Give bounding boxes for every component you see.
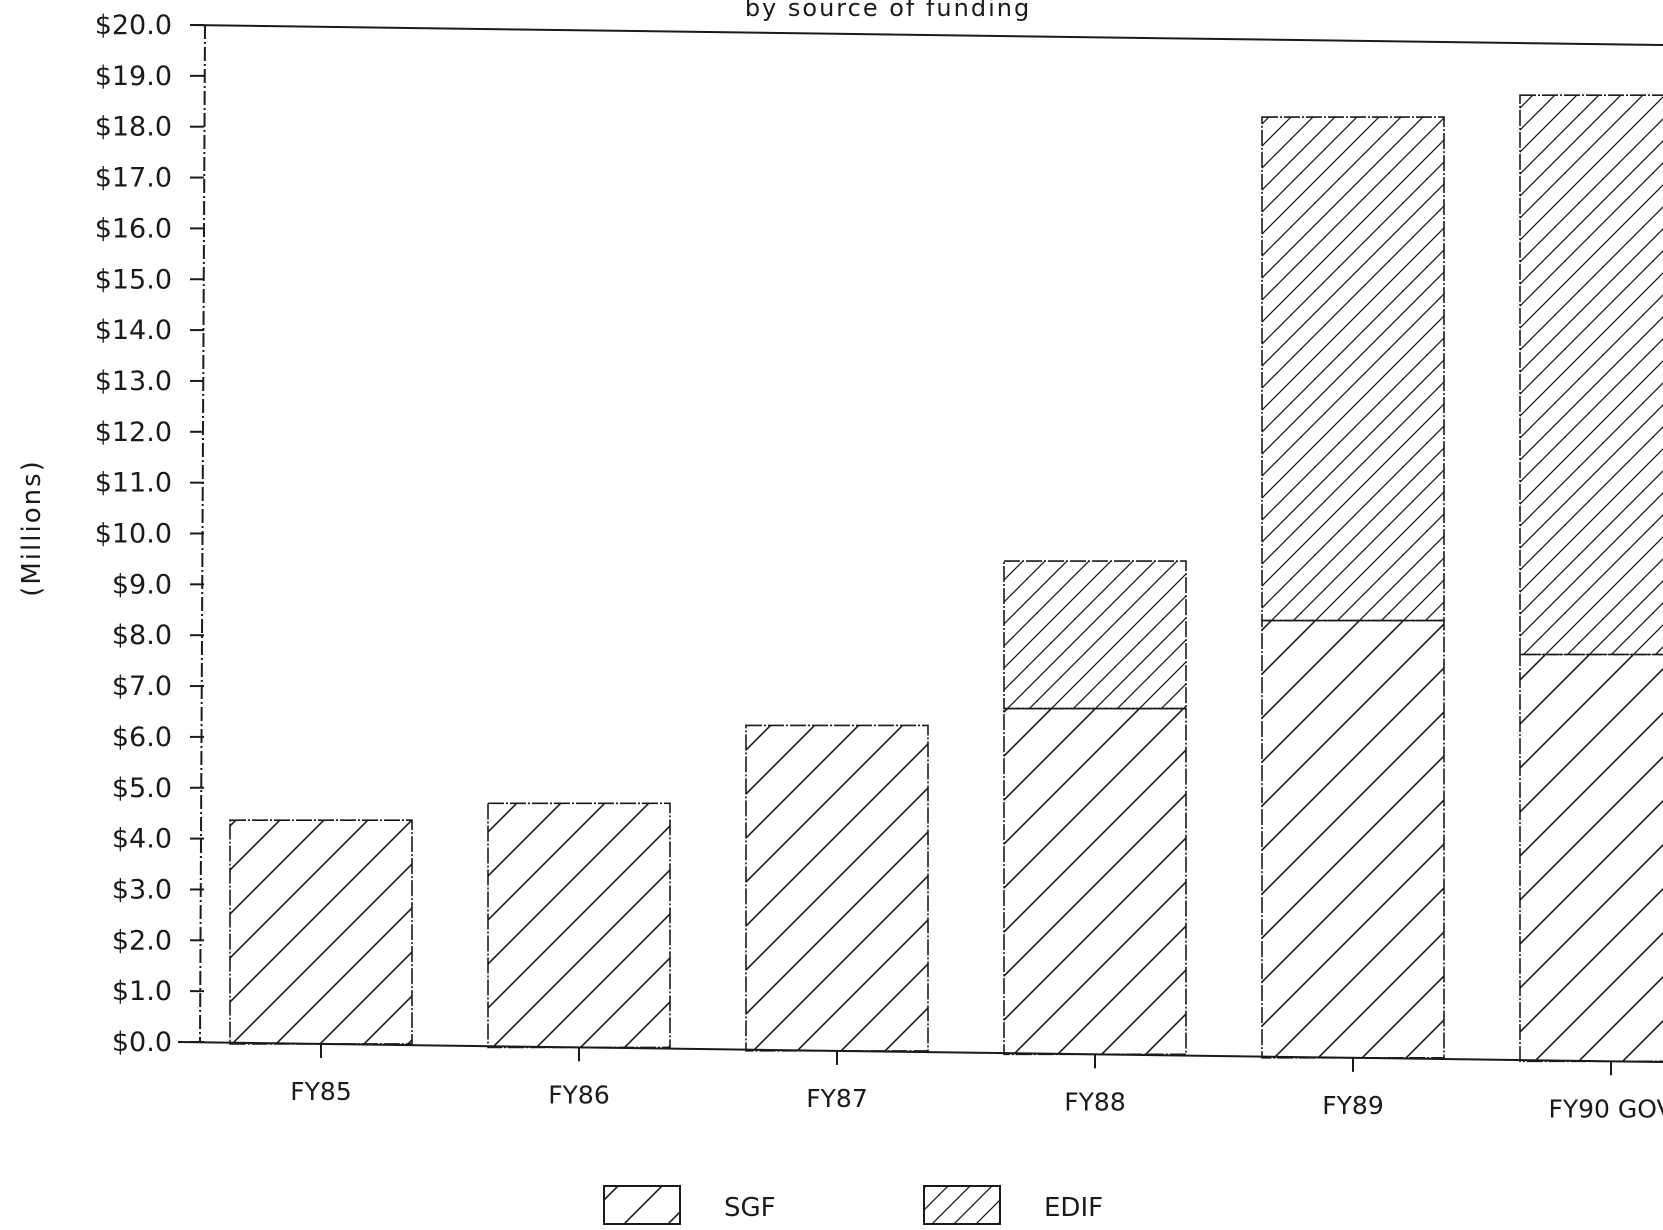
bar-sgf-fy88 [1003,707,1187,1056]
top-border-line [189,24,1663,46]
y-tick-label: $12.0 [95,417,172,448]
y-tick-label: $13.0 [95,366,172,397]
bar-group [229,94,1663,1063]
x-axis-line [177,1041,1663,1063]
y-tick-label: $2.0 [112,925,172,956]
chart-title: by source of funding [745,0,1031,22]
legend: SGF EDIF [603,1185,1103,1225]
y-tick-label: $18.0 [95,112,172,143]
legend-swatch-sgf [603,1185,681,1225]
y-tick-label: $14.0 [95,315,172,346]
x-tick-label: FY90 GOV [1548,1094,1663,1123]
bar-sgf-fy86 [487,802,671,1049]
y-tick-label: $11.0 [95,468,172,499]
legend-swatch-edif [923,1185,1001,1225]
x-tick-label: FY87 [806,1084,867,1113]
y-tick-label: $8.0 [112,620,172,651]
x-tick-label: FY86 [548,1080,609,1109]
y-tick-label: $9.0 [112,569,172,600]
x-tick-label: FY89 [1322,1091,1383,1120]
y-tick-label: $16.0 [95,213,172,244]
y-axis-ticks: $0.0 $1.0 $2.0 $3.0 $4.0 $5.0 $6.0 $7.0 $8.0 $9.0… [95,10,204,1058]
bar-edif-fy89 [1261,116,1445,622]
y-tick-label: $20.0 [95,10,172,41]
y-tick-label: $0.0 [112,1027,172,1058]
y-tick-label: $1.0 [112,976,172,1007]
y-tick-label: $19.0 [95,61,172,92]
x-tick-label: FY88 [1064,1087,1125,1116]
y-tick-label: $5.0 [112,773,172,804]
y-axis-label: (Millions) [17,459,47,597]
y-tick-label: $4.0 [112,824,172,855]
y-tick-label: $3.0 [112,874,172,905]
bar-sgf-fy90-gov [1519,653,1663,1063]
y-tick-label: $17.0 [95,163,172,194]
bar-sgf-fy87 [745,724,929,1052]
bar-edif-fy90-gov [1519,94,1663,656]
bar-edif-fy88 [1003,560,1187,710]
bar-sgf-fy85 [229,819,413,1045]
y-tick-label: $15.0 [95,264,172,295]
y-tick-label: $6.0 [112,722,172,753]
legend-label-edif: EDIF [1044,1193,1103,1223]
y-tick-label: $7.0 [112,671,172,702]
bar-sgf-fy89 [1261,619,1445,1059]
x-axis-tick-labels: FY85 FY86 FY87 FY88 FY89 FY90 GOV [290,1043,1663,1123]
x-tick-label: FY85 [290,1077,351,1106]
y-tick-label: $10.0 [95,519,172,550]
legend-label-sgf: SGF [724,1193,776,1223]
